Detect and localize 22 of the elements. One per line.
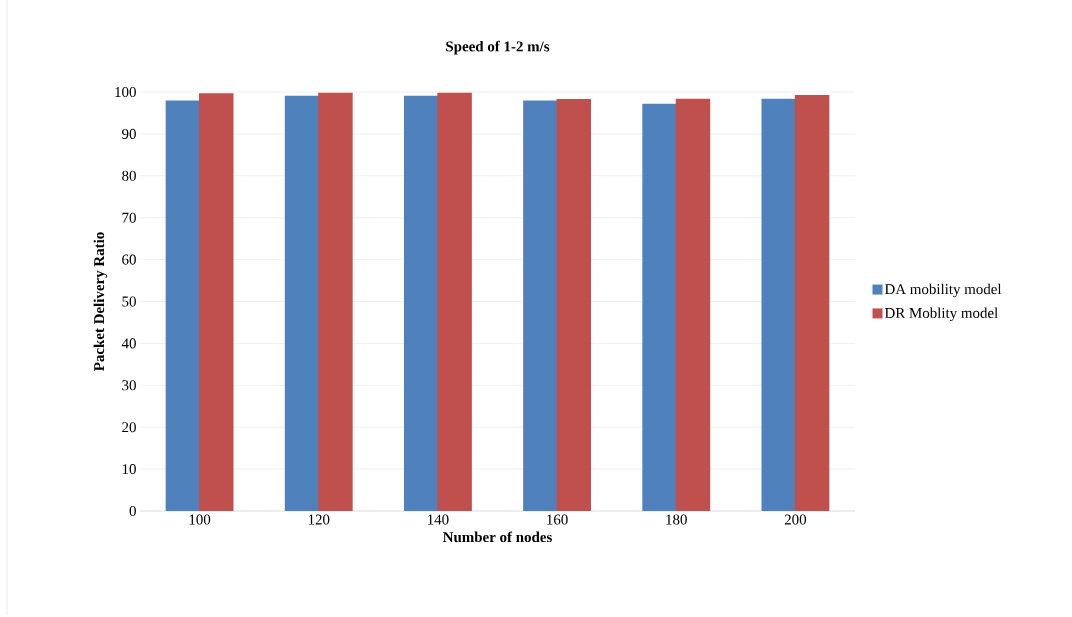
x-tick-label: 180 (666, 514, 687, 525)
x-tick-label: 120 (308, 514, 330, 525)
legend-label: DR Moblity model (884, 307, 998, 322)
x-tick-label: 160 (547, 514, 568, 525)
y-tick-label: 20 (122, 422, 136, 433)
y-tick-label: 0 (129, 505, 136, 517)
x-tick-label: 100 (189, 514, 211, 525)
y-tick-label: 80 (122, 170, 136, 181)
x-axis-title: Number of nodes (442, 531, 552, 543)
legend-label: DA mobility model (884, 283, 1002, 298)
chart-title: Speed of 1-2 m/s (446, 40, 550, 55)
y-tick-label: 40 (121, 338, 136, 349)
y-tick-label: 100 (115, 86, 136, 98)
y-tick-label: 60 (122, 254, 136, 265)
x-tick-label: 200 (784, 514, 807, 525)
y-tick-label: 50 (122, 296, 136, 307)
y-tick-label: 30 (122, 380, 136, 391)
y-axis-title: Packet Delivery Ratio (93, 232, 108, 371)
y-tick-label: 70 (122, 212, 136, 223)
x-tick-label: 140 (428, 514, 449, 525)
y-tick-label: 90 (122, 128, 136, 139)
y-tick-label: 10 (122, 464, 136, 475)
